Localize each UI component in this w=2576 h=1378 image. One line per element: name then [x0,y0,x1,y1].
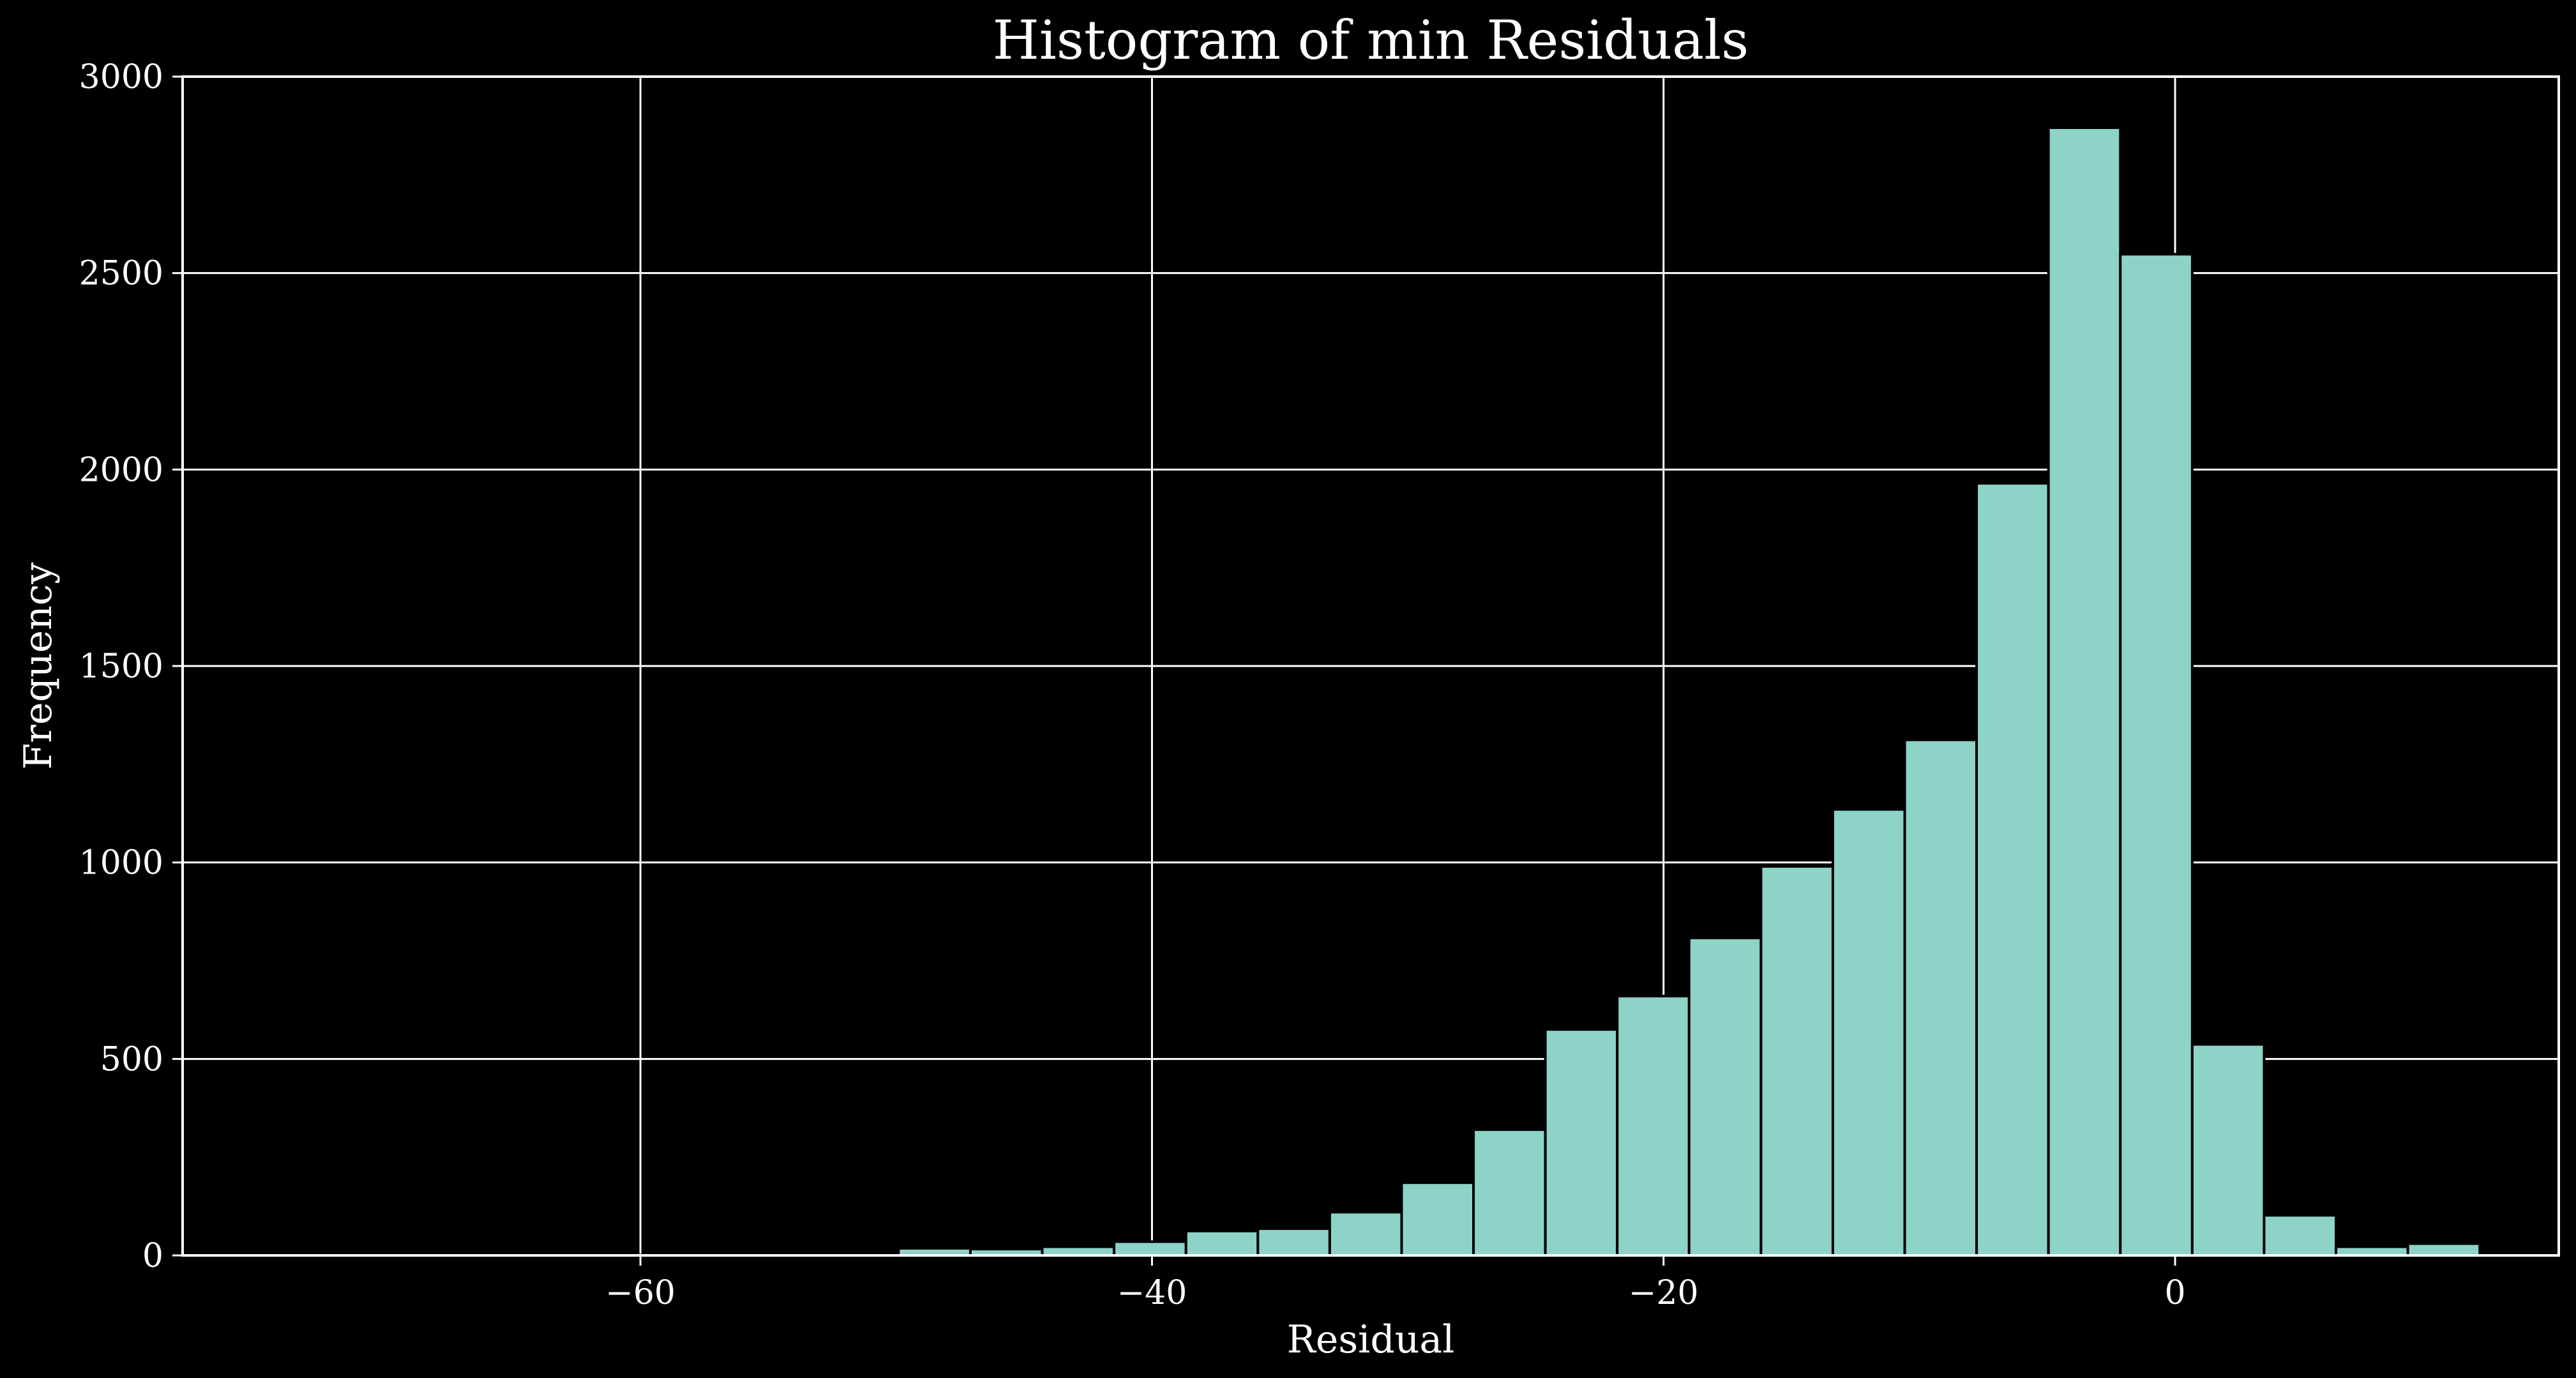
x-tick-label: 0 [2164,1274,2185,1312]
y-tick-label: 0 [142,1237,163,1275]
histogram-bar [1041,1245,1116,1257]
x-tick-label: −40 [1117,1274,1187,1312]
histogram-bar [2190,1043,2266,1257]
chart-title: Histogram of min Residuals [993,9,1749,72]
y-tick-label: 1000 [79,844,163,882]
x-tick-label: −60 [605,1274,675,1312]
histogram-bars [250,126,2482,1257]
histogram-bar [2263,1214,2338,1257]
y-tick-label: 2500 [79,255,163,293]
histogram-bar [2119,253,2194,1257]
x-axis-label: Residual [1287,1317,1455,1362]
histogram-bar [1687,936,1763,1257]
histogram-bar [1184,1229,1260,1257]
y-tick-label: 500 [100,1040,163,1079]
histogram-bar [1831,808,1906,1257]
histogram-bar [1759,865,1834,1257]
histogram-bar [1616,994,1691,1257]
x-tick-label: −20 [1629,1274,1699,1312]
histogram-bar [1903,738,1978,1257]
y-axis-ticks: 0 500 1000 1500 2000 2500 3000 [79,58,183,1275]
y-tick-label: 3000 [79,58,163,96]
histogram-bar [2047,126,2122,1257]
y-tick-label: 2000 [79,451,163,489]
histogram-bar [1328,1211,1403,1257]
histogram-bar [1400,1181,1475,1257]
histogram-bar [1975,481,2050,1257]
histogram-bar [2335,1245,2409,1257]
histogram-bar [1256,1227,1331,1257]
y-axis-label: Frequency [16,563,61,770]
histogram-bar [1113,1240,1187,1257]
histogram-bar [2406,1242,2482,1257]
y-tick-label: 1500 [79,647,163,686]
histogram-bar [1472,1128,1547,1257]
x-axis-ticks: −60 −40 −20 0 [605,1255,2186,1312]
histogram-bar [1544,1028,1619,1257]
